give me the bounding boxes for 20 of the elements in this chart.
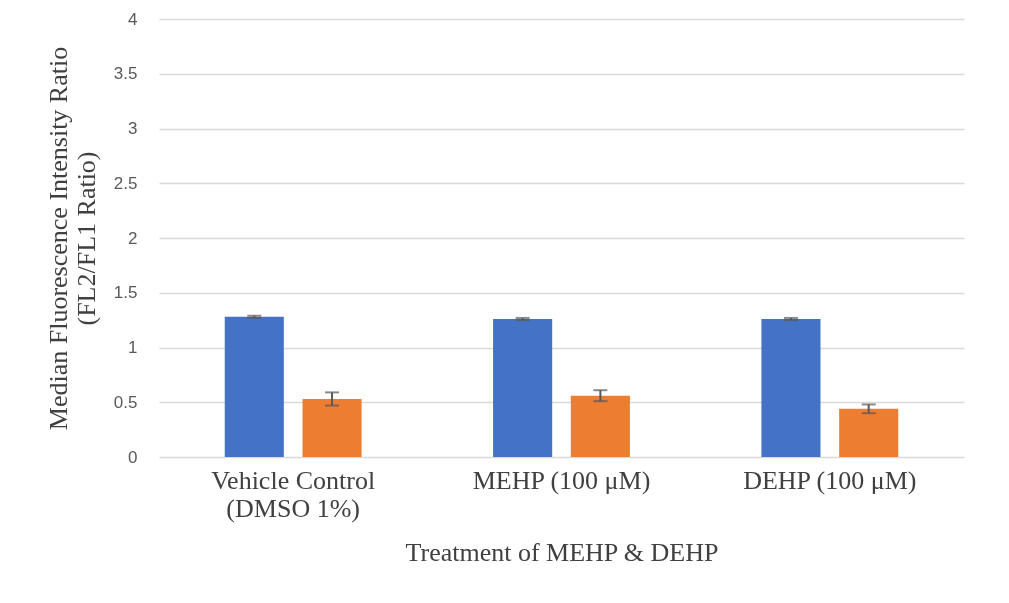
bar [761,319,821,457]
y-tick-label: 2 [128,228,138,248]
bar [224,316,284,457]
y-tick-label: 0.5 [113,392,138,412]
bar [570,395,630,457]
y-tick-label: 3 [128,119,138,138]
y-axis-title: Median Fluorescence Intensity Ratio (FL2/FL1 Ratio) [43,46,101,431]
y-tick-label: 4 [128,9,138,29]
x-axis-title: Treatment of MEHP & DEHP [405,537,719,567]
x-tick-label: DEHP (100 μM) [743,465,917,495]
y-tick-label: 3.5 [113,64,138,84]
x-tick-label: Vehicle Control (DMSO 1%) [211,465,376,523]
y-tick-label: 1 [128,338,138,357]
bar [302,398,362,457]
y-tick-label: 2.5 [113,173,138,193]
y-tick-label: 0 [128,447,138,467]
bar [839,408,899,457]
x-tick-label: MEHP (100 μM) [472,465,651,495]
y-tick-label: 1.5 [113,283,138,303]
bar [493,319,553,457]
